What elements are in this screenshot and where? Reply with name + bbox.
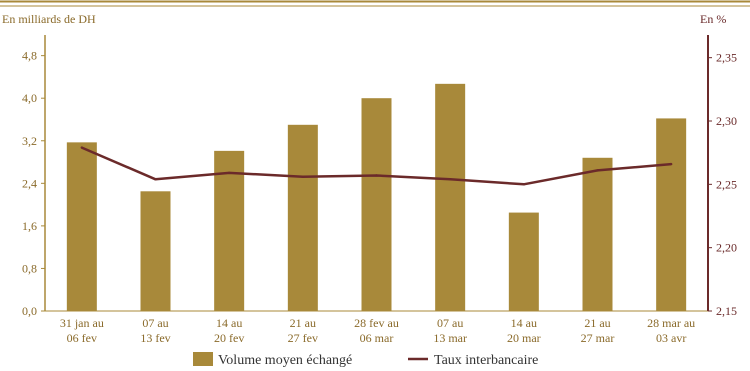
- x-tick-label: 14 au: [216, 316, 242, 330]
- x-tick-label: 20 mar: [507, 331, 541, 345]
- x-tick-label: 31 jan au: [60, 316, 104, 330]
- line-point: [227, 171, 231, 175]
- x-tick-label: 06 fev: [67, 331, 97, 345]
- y-right-tick-label: 2,30: [716, 114, 737, 128]
- y-right-axis-title: En %: [700, 12, 726, 26]
- line-point: [301, 175, 305, 178]
- x-tick-label: 13 mar: [433, 331, 467, 345]
- bar-volume: [582, 157, 613, 311]
- y-left-tick-label: 2,4: [22, 176, 37, 190]
- legend-label-taux: Taux interbancaire: [434, 353, 538, 368]
- x-tick-label: 03 avr: [656, 331, 686, 345]
- x-tick-label: 07 au: [437, 316, 463, 330]
- x-tick-label: 28 fev au: [354, 316, 399, 330]
- bar-volume: [435, 83, 466, 311]
- y-left-tick-label: 4,8: [22, 49, 37, 63]
- x-tick-label: 21 au: [290, 316, 316, 330]
- legend-swatch-volume: [193, 352, 213, 366]
- bar-volume: [66, 142, 97, 311]
- y-left-axis-title: En milliards de DH: [2, 12, 96, 26]
- bar-volume: [140, 191, 171, 311]
- y-left-tick-label: 0,8: [22, 261, 37, 275]
- x-tick-label: 14 au: [511, 316, 537, 330]
- line-point: [596, 169, 599, 172]
- line-point: [375, 174, 378, 177]
- y-left-tick-label: 1,6: [22, 219, 37, 233]
- x-tick-label: 27 mar: [581, 331, 615, 345]
- line-point: [80, 146, 84, 149]
- y-left-tick-label: 4,0: [22, 91, 37, 105]
- x-tick-label: 28 mar au: [647, 316, 695, 330]
- line-point: [522, 183, 526, 186]
- bar-volume: [508, 212, 539, 311]
- x-tick-label: 20 fev: [214, 331, 244, 345]
- x-tick-label: 07 au: [142, 316, 168, 330]
- line-point: [448, 178, 452, 181]
- y-right-tick-label: 2,15: [716, 304, 737, 318]
- x-tick-label: 13 fev: [140, 331, 170, 345]
- x-tick-label: 27 fev: [288, 331, 318, 345]
- x-tick-label: 06 mar: [360, 331, 394, 345]
- line-point: [669, 162, 673, 166]
- y-left-tick-label: 0,0: [22, 304, 37, 318]
- legend-label-volume: Volume moyen échangé: [218, 353, 352, 368]
- y-left-tick-label: 3,2: [22, 134, 37, 148]
- bar-volume: [361, 98, 392, 311]
- bar-volume: [656, 118, 687, 311]
- x-tick-label: 21 au: [584, 316, 610, 330]
- y-right-tick-label: 2,20: [716, 241, 737, 255]
- y-right-tick-label: 2,25: [716, 177, 737, 191]
- y-right-tick-label: 2,35: [716, 51, 737, 65]
- bar-volume: [214, 150, 245, 311]
- line-point: [154, 178, 157, 181]
- bar-volume: [287, 124, 318, 311]
